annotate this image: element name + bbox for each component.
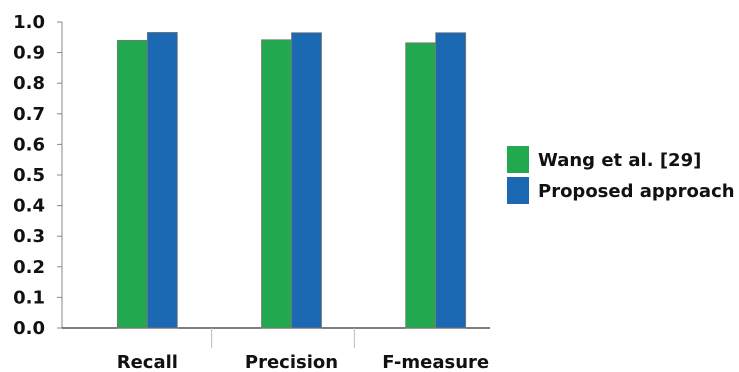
bars (116, 32, 467, 329)
legend-label: Proposed approach (538, 181, 735, 202)
bar-fmeasure-series-0 (405, 42, 437, 329)
x-axis: Recall Precision F-measure (62, 327, 490, 372)
x-tick-label: Precision (245, 352, 338, 372)
y-tick-label: 0.4 (13, 196, 45, 217)
y-tick-label: 0.0 (13, 318, 45, 339)
y-tick-label: 0.7 (13, 104, 45, 125)
legend-swatch (507, 177, 529, 204)
bar-precision-series-1 (291, 32, 322, 329)
bar-precision-series-0 (261, 39, 292, 329)
legend-label: Wang et al. [29] (538, 150, 701, 171)
y-tick-label: 0.2 (13, 257, 45, 278)
bar-recall-series-1 (146, 32, 178, 329)
y-tick-label: 0.9 (13, 43, 45, 64)
y-tick-label: 1.0 (13, 12, 45, 33)
y-tick-label: 0.8 (13, 73, 45, 94)
y-tick-label: 0.5 (13, 165, 45, 186)
y-tick-label: 0.1 (13, 287, 45, 308)
y-tick-label: 0.6 (13, 134, 45, 155)
legend: Wang et al. [29] Proposed approach (507, 146, 735, 204)
y-tick-label: 0.3 (13, 226, 45, 247)
x-tick-label: Recall (117, 352, 178, 372)
y-axis: 0.0 0.1 0.2 0.3 0.4 0.5 0.6 0.7 0.8 0.9 1.0 (13, 12, 63, 339)
bar-fmeasure-series-1 (435, 32, 467, 329)
bar-recall-series-0 (116, 39, 148, 329)
legend-swatch (507, 146, 529, 173)
x-tick-label: F-measure (382, 352, 489, 372)
